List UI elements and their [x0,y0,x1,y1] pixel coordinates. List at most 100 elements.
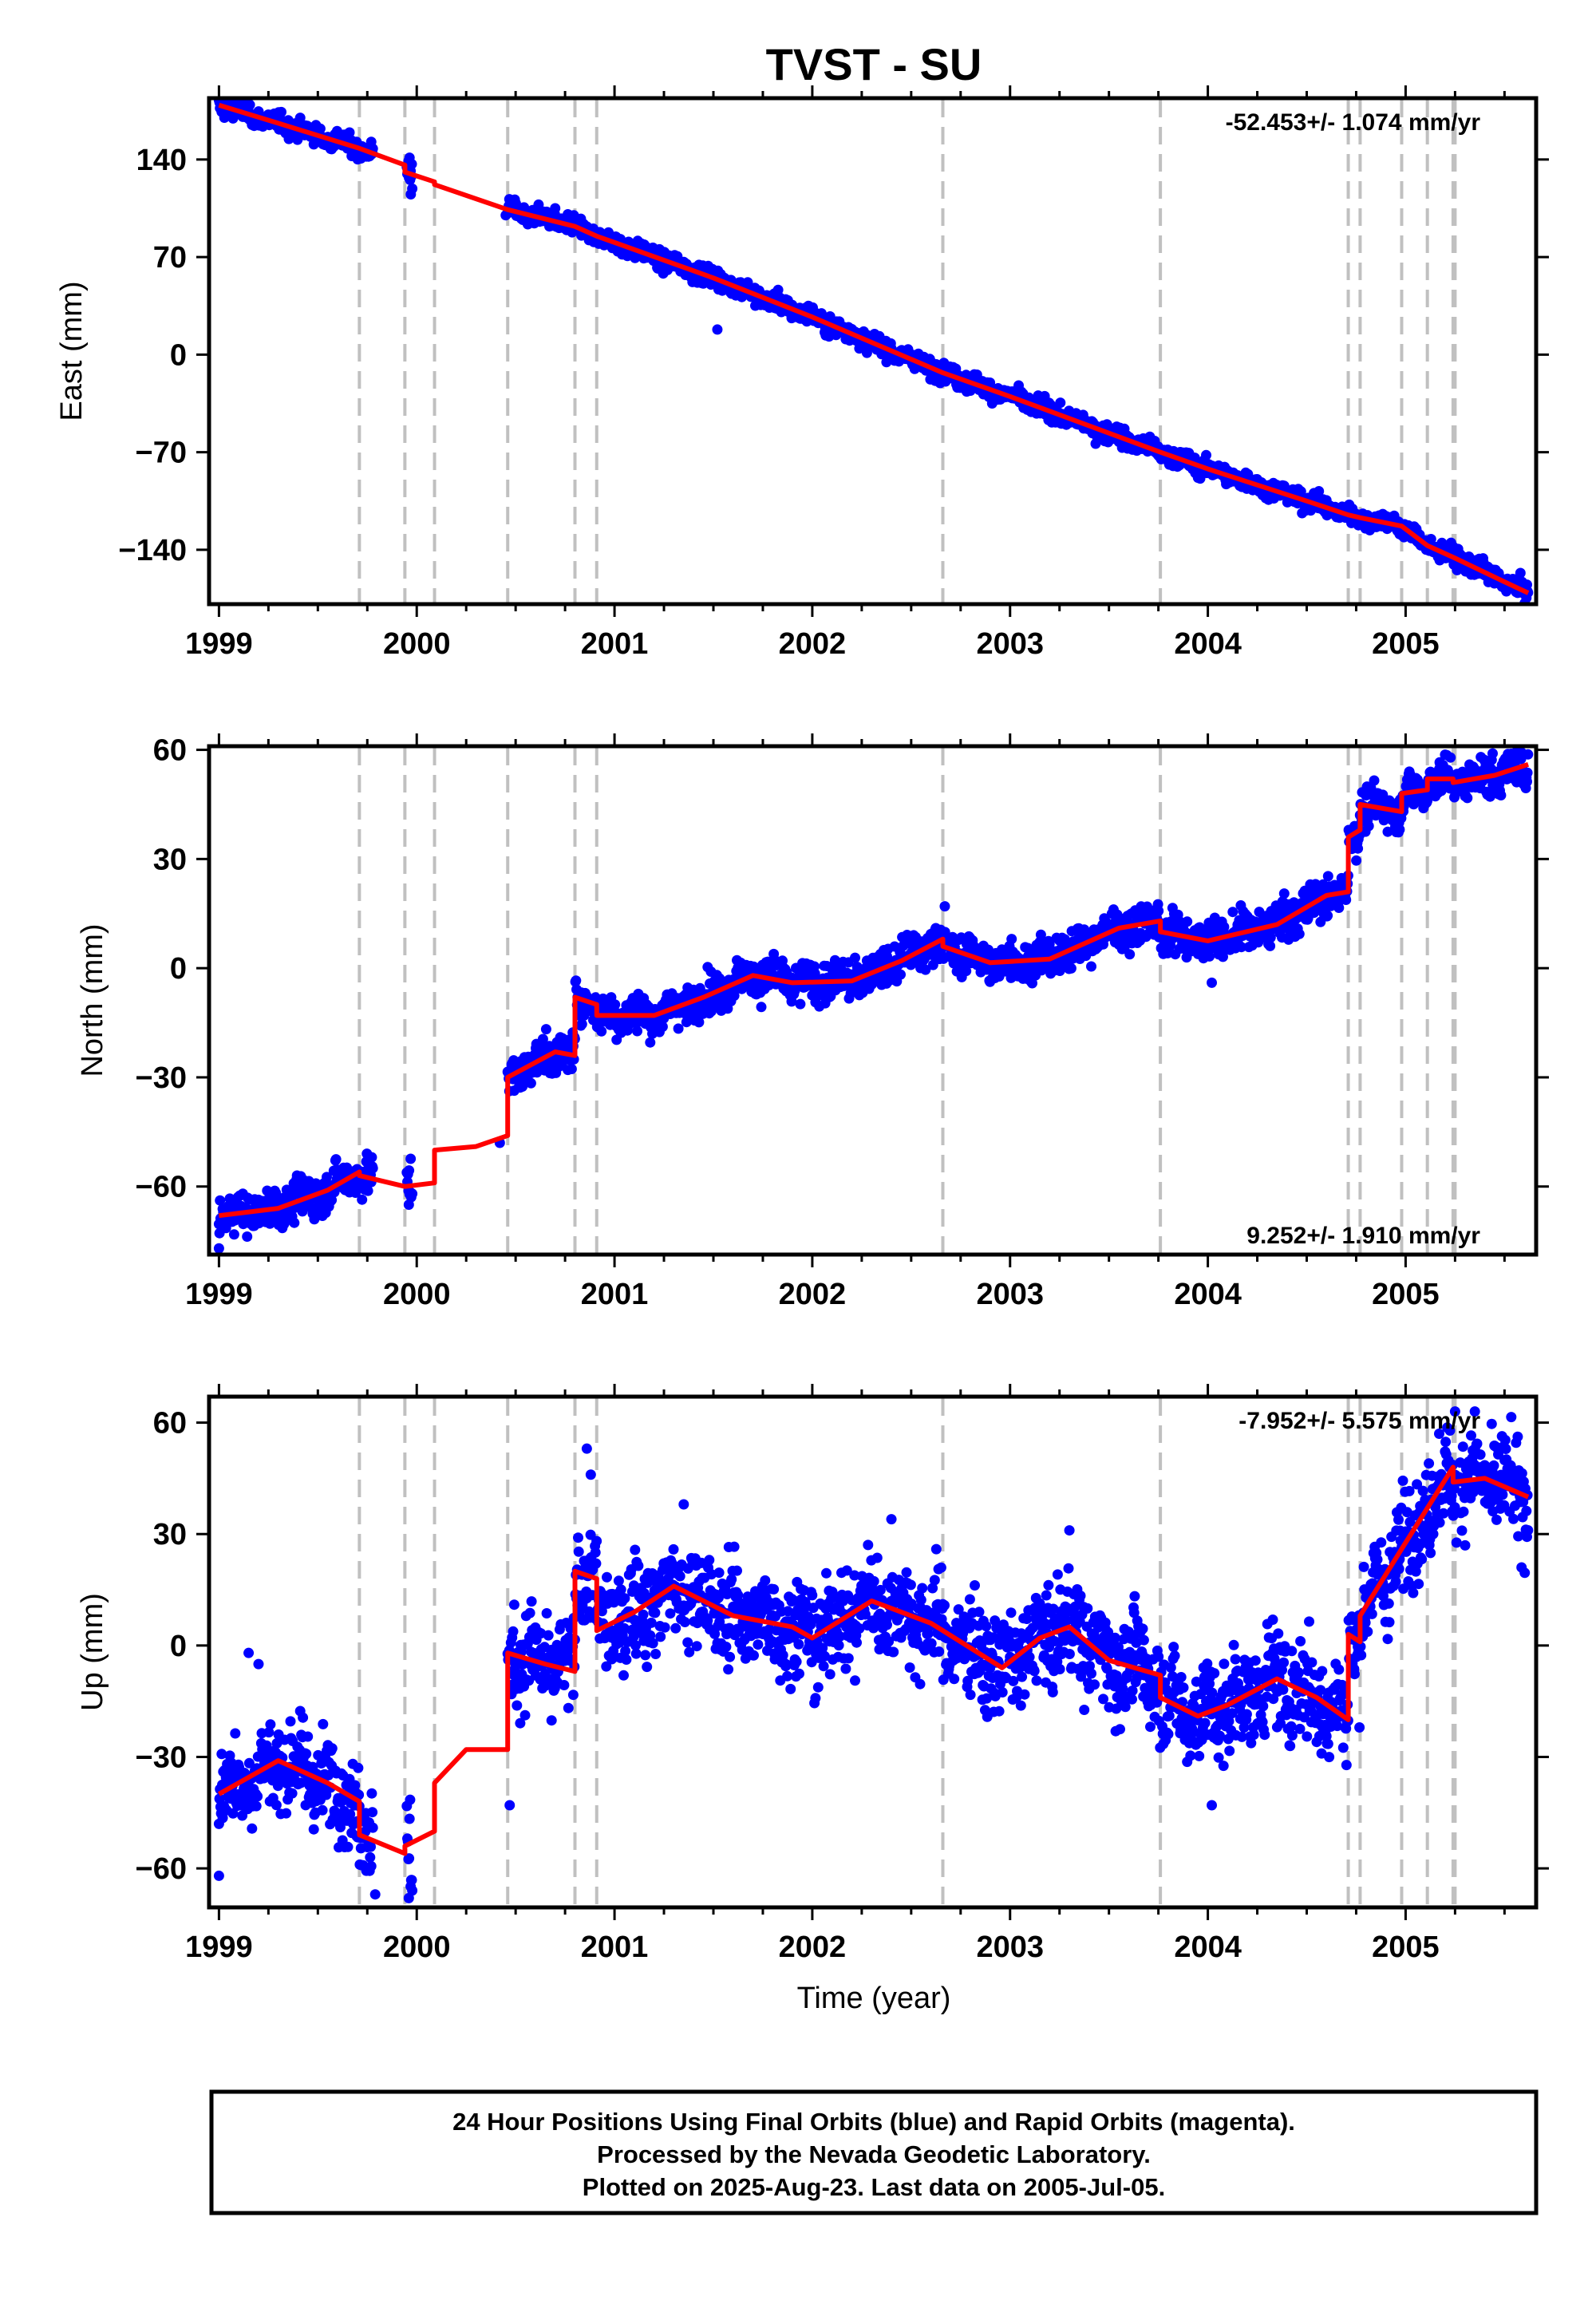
north-point-1703 [1265,940,1276,951]
east-ytick-label-0: 140 [136,144,187,177]
east-point-795 [772,284,784,295]
north-point-1264 [1027,978,1037,989]
up-point-328 [519,1709,531,1721]
up-point-308 [508,1599,519,1611]
up-point-175 [308,1824,319,1835]
up-point-290 [404,1813,415,1824]
north-xtick-label-4: 2003 [976,1278,1044,1311]
north-point-494 [610,999,621,1010]
north-point-1920 [1382,826,1393,837]
north-point-559 [645,1037,656,1048]
east-point-115 [276,106,286,117]
north-point-2036 [1445,752,1456,763]
north-point-1336 [1065,962,1077,974]
east-point-1585 [1201,449,1211,460]
north-point-1865 [1353,843,1364,854]
up-point-417 [567,1690,579,1701]
east-point-2183 [550,203,561,214]
north-point-367 [540,1024,551,1035]
up-point-291 [405,1794,416,1805]
north-point-1226 [1006,934,1017,945]
north-point-414 [566,1064,577,1074]
up-point-109 [272,1780,283,1792]
north-frame [207,744,1539,1257]
up-point-88 [261,1740,272,1751]
north-model-line [219,761,1530,1219]
east-xtick-label-6: 2005 [1372,627,1440,661]
north-ytick-label-2: 0 [170,952,187,986]
up-point-155 [298,1712,309,1723]
up-point-283 [367,1807,378,1818]
up-point-279 [365,1852,376,1863]
north-point-236 [342,1162,353,1173]
up-point-294 [406,1875,417,1886]
north-point-611 [673,1023,684,1034]
east-xtick-label-5: 2004 [1174,627,1242,661]
north-point-2180 [213,1243,224,1254]
east-ytick-label-1: 70 [153,241,187,275]
east-xtick-label-4: 2003 [976,627,1044,661]
east-point-1316 [1055,397,1066,409]
north-point-1885 [1363,820,1374,832]
north-point-2181 [403,1199,414,1211]
up-point-106 [271,1800,282,1811]
north-point-2177 [1522,776,1532,787]
north-point-1497 [1153,906,1164,916]
north-point-1942 [1394,824,1405,835]
north-point-2178 [1522,767,1533,778]
north-point-1067 [920,964,931,975]
north-point-469 [596,1026,607,1037]
up-point-209 [326,1743,338,1754]
up-point-164 [302,1731,314,1742]
north-point-295 [407,1188,418,1199]
north-point-433 [576,1018,587,1030]
north-point-1021 [895,969,906,980]
chart-title: TVST - SU [766,39,982,89]
east-xtick-label-1: 2000 [383,627,451,661]
north-point-292 [405,1153,417,1164]
north-point-1729 [1278,888,1290,899]
north-xtick-label-3: 2002 [779,1278,847,1311]
north-point-28 [228,1229,239,1240]
north-point-937 [850,952,860,963]
up-point-135 [286,1788,298,1799]
north-ytick-label-4: −60 [136,1171,187,1204]
north-point-1591 [1204,951,1215,962]
north-point-2043 [1449,792,1460,803]
east-ytick-label-4: −140 [118,534,187,567]
up-point-192 [318,1718,329,1729]
north-ytick-label-0: 60 [153,734,187,768]
up-point-337 [524,1607,535,1618]
north-point-1514 [1162,947,1173,958]
up-point-124 [281,1808,292,1819]
up-point-282 [366,1788,377,1799]
up-point-132 [285,1716,296,1727]
north-point-2179 [1523,749,1534,760]
up-point-400 [559,1680,570,1690]
north-point-1650 [1236,942,1247,953]
up-point-408 [563,1702,574,1713]
east-point-241 [344,127,355,138]
north-point-284 [367,1163,378,1174]
north-point-422 [571,975,582,986]
north-xtick-label-5: 2004 [1174,1278,1242,1311]
east-point-1760 [1295,486,1306,497]
north-point-289 [404,1165,415,1176]
north-point-1444 [1124,949,1136,960]
up-point-238 [342,1841,354,1852]
north-point-264 [357,1194,368,1205]
up-point-7 [217,1812,228,1824]
north-point-216 [330,1154,342,1165]
up-point-30 [230,1728,241,1739]
north-point-836 [795,998,806,1010]
up-data-points [213,1406,1534,1903]
up-point-371 [543,1630,554,1641]
up-point-61 [247,1823,258,1834]
north-point-2067 [1462,792,1473,804]
north-point-1809 [1322,910,1333,921]
north-point-2109 [1484,791,1495,802]
